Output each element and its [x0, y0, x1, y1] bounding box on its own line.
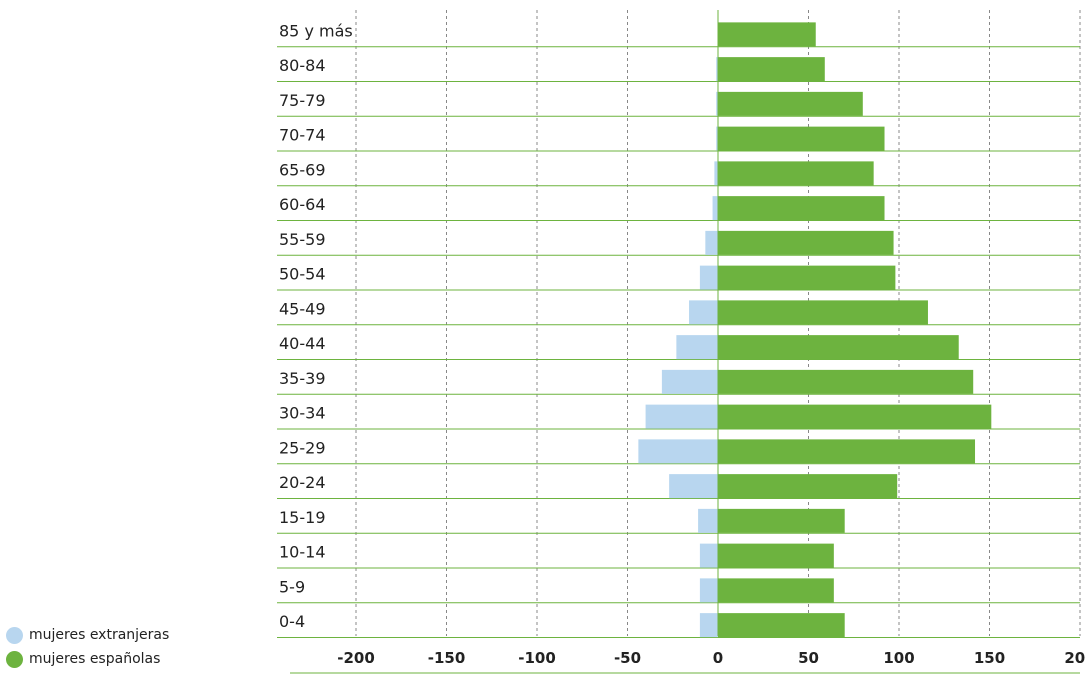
bar-extranjeras-13 [669, 474, 718, 499]
category-label-6: 55-59 [279, 230, 326, 249]
category-label-0: 85 y más [279, 21, 353, 40]
category-label-3: 70-74 [279, 126, 326, 145]
tick-label-4: 0 [713, 649, 723, 667]
category-label-16: 5-9 [279, 577, 305, 596]
legend: mujeres extranjeras mujeres españolas [6, 624, 169, 672]
legend-item-espanolas: mujeres españolas [6, 648, 169, 670]
bar-espanolas-9 [718, 335, 959, 360]
bar-espanolas-3 [718, 126, 885, 151]
bar-espanolas-16 [718, 578, 834, 603]
bar-extranjeras-11 [645, 404, 718, 429]
bar-extranjeras-5 [712, 196, 718, 221]
bar-extranjeras-4 [714, 161, 718, 186]
bar-espanolas-6 [718, 230, 894, 255]
category-label-15: 10-14 [279, 543, 326, 562]
tick-label-1: -150 [428, 649, 466, 667]
bar-extranjeras-3 [716, 126, 718, 151]
bar-espanolas-10 [718, 369, 974, 394]
category-label-4: 65-69 [279, 160, 326, 179]
bar-espanolas-0 [718, 22, 816, 47]
category-label-2: 75-79 [279, 91, 326, 110]
bar-espanolas-7 [718, 265, 896, 290]
bar-espanolas-5 [718, 196, 885, 221]
bar-espanolas-4 [718, 161, 874, 186]
tick-label-5: 50 [798, 649, 819, 667]
bar-extranjeras-12 [638, 439, 718, 464]
bar-extranjeras-17 [699, 613, 718, 638]
tick-label-3: -50 [614, 649, 641, 667]
category-label-11: 30-34 [279, 404, 326, 423]
bar-espanolas-11 [718, 404, 992, 429]
tick-label-6: 100 [883, 649, 914, 667]
bar-espanolas-1 [718, 57, 825, 82]
bar-extranjeras-8 [689, 300, 718, 325]
category-label-5: 60-64 [279, 195, 326, 214]
bar-extranjeras-2 [716, 91, 718, 116]
bar-espanolas-17 [718, 613, 845, 638]
category-label-12: 25-29 [279, 438, 326, 457]
category-label-1: 80-84 [279, 56, 326, 75]
legend-swatch-espanolas [6, 650, 23, 668]
bar-extranjeras-16 [699, 578, 718, 603]
tick-label-0: -200 [337, 649, 375, 667]
bar-extranjeras-15 [699, 543, 718, 568]
legend-swatch-extranjeras [6, 626, 23, 644]
bar-espanolas-12 [718, 439, 976, 464]
category-label-14: 15-19 [279, 508, 326, 527]
category-label-13: 20-24 [279, 473, 326, 492]
tick-label-2: -100 [518, 649, 556, 667]
category-label-17: 0-4 [279, 612, 305, 631]
category-label-7: 50-54 [279, 265, 326, 284]
bar-extranjeras-1 [716, 57, 718, 82]
bar-espanolas-13 [718, 474, 898, 499]
category-label-8: 45-49 [279, 299, 326, 318]
bar-espanolas-14 [718, 508, 845, 533]
tick-label-8: 200 [1064, 649, 1086, 667]
legend-label-espanolas: mujeres españolas [29, 651, 161, 667]
bar-extranjeras-14 [698, 508, 718, 533]
bar-extranjeras-10 [661, 369, 718, 394]
bar-extranjeras-7 [699, 265, 718, 290]
tick-label-7: 150 [974, 649, 1005, 667]
legend-label-extranjeras: mujeres extranjeras [29, 627, 170, 643]
bar-espanolas-2 [718, 91, 863, 116]
category-label-10: 35-39 [279, 369, 326, 388]
bar-espanolas-15 [718, 543, 834, 568]
bar-extranjeras-9 [676, 335, 718, 360]
bar-extranjeras-6 [705, 230, 718, 255]
bar-espanolas-8 [718, 300, 928, 325]
category-label-9: 40-44 [279, 334, 326, 353]
legend-item-extranjeras: mujeres extranjeras [6, 624, 169, 646]
